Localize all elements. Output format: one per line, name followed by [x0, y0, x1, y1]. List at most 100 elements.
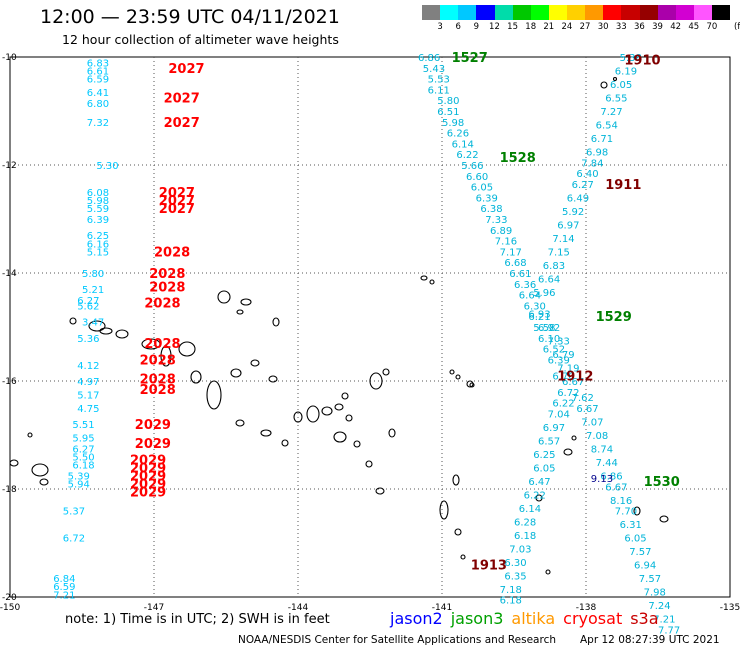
swh-value: 7.57 — [639, 574, 661, 585]
swh-value: 5.39 — [68, 472, 90, 483]
swh-value: 6.05 — [610, 80, 632, 91]
colorbar-label: 3 — [437, 22, 443, 32]
pass-time-label: 1912 — [557, 370, 593, 385]
island-outline — [240, 298, 252, 306]
swh-value: 6.27 — [72, 445, 94, 456]
swh-value: 6.28 — [514, 517, 536, 528]
generation-timestamp: Apr 12 08:27:39 UTC 2021 — [580, 634, 720, 646]
island-outline — [382, 368, 390, 376]
pass-time-label: 2028 — [154, 245, 190, 260]
island-outline — [353, 440, 361, 448]
swh-value: 5.80 — [437, 96, 459, 107]
colorbar-label: 6 — [455, 22, 461, 32]
island-outline — [260, 429, 272, 437]
pass-time-label: 2028 — [140, 353, 176, 368]
swh-value: 6.80 — [87, 99, 109, 110]
colorbar-swatch — [567, 5, 586, 20]
island-outline — [160, 345, 172, 367]
swh-value: 4.97 — [77, 377, 99, 388]
island-outline — [190, 370, 202, 384]
x-tick-label: -135 — [720, 603, 740, 613]
swh-value: 7.07 — [581, 418, 603, 429]
swh-value: 6.25 — [533, 450, 555, 461]
pass-time-label: 2029 — [135, 418, 171, 433]
pass-time-label: 2027 — [168, 62, 204, 77]
swh-value: 4.75 — [77, 404, 99, 415]
island-outline — [469, 382, 475, 388]
swh-value: 7.16 — [495, 237, 517, 248]
swh-value: 6.64 — [538, 274, 560, 285]
y-tick-label: -14 — [2, 269, 17, 279]
swh-value: 6.27 — [77, 296, 99, 307]
island-outline — [365, 460, 373, 468]
island-outline — [31, 463, 49, 477]
island-outline — [388, 428, 396, 438]
swh-value: 6.97 — [543, 423, 565, 434]
swh-value: 6.39 — [476, 193, 498, 204]
island-outline — [236, 309, 244, 315]
swh-value: 6.19 — [615, 67, 637, 78]
swh-value: 9.13 — [591, 474, 613, 485]
island-outline — [563, 448, 573, 456]
swh-value: 6.16 — [87, 239, 109, 250]
colorbar-swatch — [422, 5, 441, 20]
island-outline — [230, 368, 242, 378]
axis-tick-labels: -150 -147 -144 -141 -138 -135 -10 -12 -14 -16 -18 -… — [0, 53, 740, 613]
swh-value: 5.50 — [72, 453, 94, 464]
swh-value: 6.70 — [552, 372, 574, 383]
swh-value: 6.59 — [53, 582, 75, 593]
x-tick-label: -141 — [432, 603, 452, 613]
swh-value: 4.12 — [77, 361, 99, 372]
swh-value: 7.27 — [600, 107, 622, 118]
colorbar-swatch — [603, 5, 622, 20]
island-outline — [369, 372, 383, 390]
pass-time-label: 2027 — [159, 202, 195, 217]
island-outline — [333, 431, 347, 443]
swh-value: 6.67 — [562, 377, 584, 388]
island-outline — [99, 327, 113, 335]
island-outline — [268, 375, 278, 383]
swh-value: 7.15 — [548, 247, 570, 258]
swh-value: 6.92 — [538, 323, 560, 334]
swh-value: 6.71 — [591, 134, 613, 145]
swh-value: 6.30 — [504, 558, 526, 569]
island-outline — [250, 359, 260, 367]
page-subtitle: 12 hour collection of altimeter wave hei… — [62, 32, 339, 47]
island-outline — [306, 405, 320, 423]
island-outline — [9, 459, 19, 467]
swh-value: 5.92 — [562, 207, 584, 218]
y-tick-label: -16 — [2, 377, 17, 387]
swh-value: 6.72 — [63, 534, 85, 545]
island-outline — [439, 500, 449, 520]
island-outline — [345, 414, 353, 422]
swh-value: 5.96 — [533, 288, 555, 299]
colorbar-label: 33 — [615, 22, 627, 32]
swh-value: 6.18 — [72, 461, 94, 472]
swh-values: 6.865.435.536.115.806.515.986.266.146.22… — [53, 53, 680, 636]
island-outline — [460, 554, 466, 560]
legend-item-cryosat: cryosat — [563, 609, 623, 628]
swh-value: 6.35 — [504, 571, 526, 582]
swh-value: 6.54 — [596, 121, 618, 132]
swh-value: 7.03 — [509, 544, 531, 555]
pass-time-label: 1529 — [596, 310, 632, 325]
swh-value: 5.53 — [428, 75, 450, 86]
island-outline — [272, 317, 280, 327]
swh-value: 7.08 — [586, 431, 608, 442]
island-outline — [449, 369, 455, 375]
colorbar-swatch — [693, 5, 712, 20]
swh-value: 5.37 — [63, 507, 85, 518]
island-outlines — [9, 76, 669, 575]
swh-value: 5.59 — [87, 204, 109, 215]
colorbar-label: 15 — [507, 22, 518, 32]
island-outline — [633, 506, 641, 516]
pass-time-label: 1911 — [605, 178, 641, 193]
swh-value: 6.84 — [53, 574, 75, 585]
island-outline — [88, 320, 106, 332]
swh-value: 8.16 — [610, 496, 632, 507]
swh-value: 6.31 — [620, 520, 642, 531]
swh-value: 6.26 — [447, 129, 469, 140]
swh-value: 5.66 — [461, 161, 483, 172]
